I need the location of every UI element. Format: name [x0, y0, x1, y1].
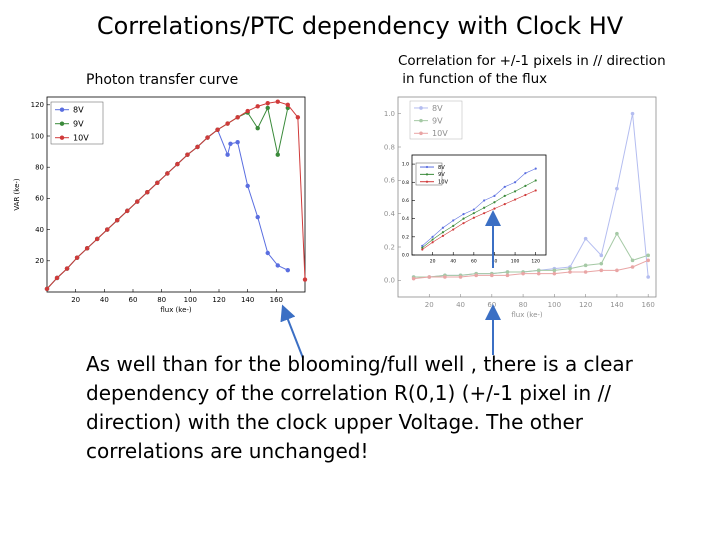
body-text: As well than for the blooming/full well … [86, 350, 686, 466]
